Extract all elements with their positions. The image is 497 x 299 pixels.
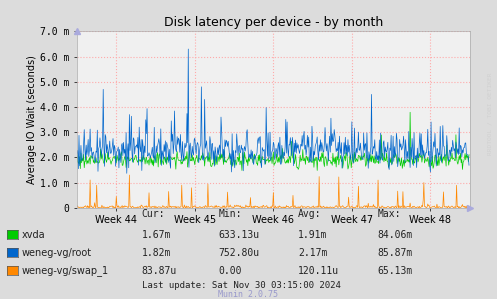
Text: Cur:: Cur:	[142, 209, 165, 219]
Text: Last update: Sat Nov 30 03:15:00 2024: Last update: Sat Nov 30 03:15:00 2024	[142, 281, 340, 290]
Text: 84.06m: 84.06m	[378, 230, 413, 240]
Text: Avg:: Avg:	[298, 209, 322, 219]
Text: 1.67m: 1.67m	[142, 230, 171, 240]
Text: weneg-vg/root: weneg-vg/root	[21, 248, 91, 258]
Text: 85.87m: 85.87m	[378, 248, 413, 258]
Text: 1.91m: 1.91m	[298, 230, 328, 240]
Text: Max:: Max:	[378, 209, 401, 219]
Text: 752.80u: 752.80u	[219, 248, 260, 258]
Text: 120.11u: 120.11u	[298, 266, 339, 276]
Text: 2.17m: 2.17m	[298, 248, 328, 258]
Text: 65.13m: 65.13m	[378, 266, 413, 276]
Text: 633.13u: 633.13u	[219, 230, 260, 240]
Text: xvda: xvda	[21, 230, 45, 240]
Text: 0.00: 0.00	[219, 266, 242, 276]
Text: weneg-vg/swap_1: weneg-vg/swap_1	[21, 265, 108, 276]
Text: Munin 2.0.75: Munin 2.0.75	[219, 290, 278, 299]
Text: 1.82m: 1.82m	[142, 248, 171, 258]
Text: RRDTOOL / TOBI OETIKER: RRDTOOL / TOBI OETIKER	[487, 72, 492, 155]
Text: 83.87u: 83.87u	[142, 266, 177, 276]
Y-axis label: Average IO Wait (seconds): Average IO Wait (seconds)	[27, 55, 37, 184]
Title: Disk latency per device - by month: Disk latency per device - by month	[164, 16, 383, 29]
Text: Min:: Min:	[219, 209, 242, 219]
